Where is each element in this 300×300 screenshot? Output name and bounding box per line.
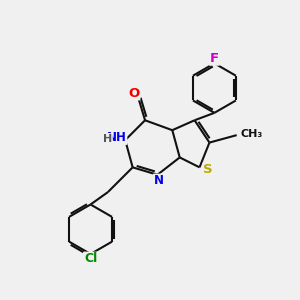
Text: N: N — [154, 175, 164, 188]
Text: H: H — [103, 134, 112, 144]
Text: O: O — [128, 86, 140, 100]
Text: Cl: Cl — [84, 253, 97, 266]
Text: S: S — [203, 163, 213, 176]
Text: NH: NH — [106, 131, 127, 144]
Text: F: F — [210, 52, 219, 65]
Text: CH₃: CH₃ — [240, 129, 263, 139]
